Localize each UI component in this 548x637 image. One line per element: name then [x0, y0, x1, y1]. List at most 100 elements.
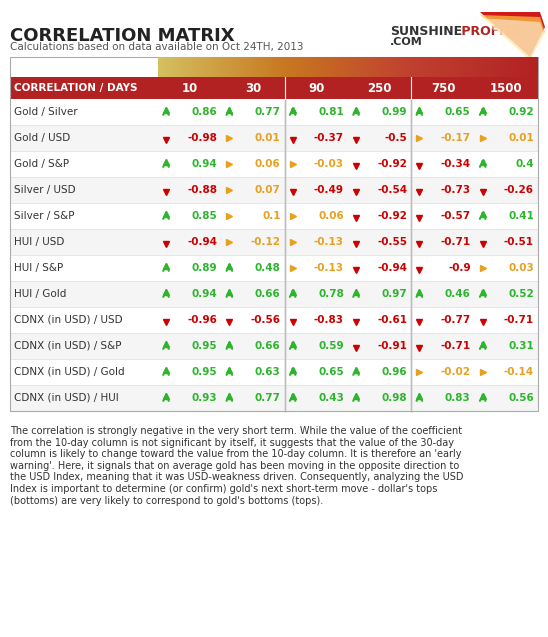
Polygon shape	[480, 15, 545, 60]
Text: Long-term: Long-term	[444, 61, 505, 73]
Text: 10: 10	[181, 82, 198, 94]
Text: -0.98: -0.98	[187, 133, 218, 143]
Text: 0.06: 0.06	[318, 211, 344, 221]
Text: -0.88: -0.88	[187, 185, 218, 195]
Text: HUI / S&P: HUI / S&P	[14, 263, 63, 273]
Text: -0.13: -0.13	[314, 263, 344, 273]
FancyBboxPatch shape	[284, 57, 412, 77]
Polygon shape	[480, 12, 545, 57]
Text: CORRELATION MATRIX: CORRELATION MATRIX	[10, 27, 235, 45]
Text: 0.95: 0.95	[192, 367, 218, 377]
Text: -0.12: -0.12	[250, 237, 281, 247]
FancyBboxPatch shape	[10, 385, 538, 411]
Text: 0.93: 0.93	[192, 393, 218, 403]
Text: -0.57: -0.57	[441, 211, 471, 221]
Text: 0.65: 0.65	[445, 107, 471, 117]
Text: 0.66: 0.66	[255, 289, 281, 299]
Text: Calculations based on data available on Oct 24TH, 2013: Calculations based on data available on …	[10, 42, 304, 52]
Text: CORRELATION / DAYS: CORRELATION / DAYS	[14, 83, 138, 93]
Text: 0.41: 0.41	[508, 211, 534, 221]
Text: Short-term: Short-term	[189, 61, 254, 73]
FancyBboxPatch shape	[10, 333, 538, 359]
Text: 0.77: 0.77	[255, 393, 281, 403]
Text: 0.99: 0.99	[382, 107, 407, 117]
Polygon shape	[480, 18, 545, 63]
Text: -0.54: -0.54	[377, 185, 407, 195]
Text: Silver / USD: Silver / USD	[14, 185, 76, 195]
Text: -0.92: -0.92	[378, 159, 407, 169]
Text: CDNX (in USD) / HUI: CDNX (in USD) / HUI	[14, 393, 119, 403]
Text: 0.31: 0.31	[508, 341, 534, 351]
Text: 0.85: 0.85	[192, 211, 218, 221]
Text: -0.17: -0.17	[441, 133, 471, 143]
FancyBboxPatch shape	[10, 281, 538, 307]
Text: 0.52: 0.52	[508, 289, 534, 299]
Text: 0.07: 0.07	[255, 185, 281, 195]
FancyBboxPatch shape	[412, 57, 538, 77]
Text: 0.43: 0.43	[318, 393, 344, 403]
Text: 0.56: 0.56	[508, 393, 534, 403]
Text: 750: 750	[431, 82, 455, 94]
Text: -0.92: -0.92	[378, 211, 407, 221]
Text: 0.03: 0.03	[508, 263, 534, 273]
Text: -0.94: -0.94	[378, 263, 407, 273]
Text: 250: 250	[367, 82, 392, 94]
Text: -0.13: -0.13	[314, 237, 344, 247]
Text: 0.78: 0.78	[318, 289, 344, 299]
Text: -0.02: -0.02	[441, 367, 471, 377]
Text: 0.97: 0.97	[381, 289, 407, 299]
FancyBboxPatch shape	[10, 125, 538, 151]
Text: 30: 30	[245, 82, 261, 94]
Text: SUNSHINE: SUNSHINE	[390, 25, 462, 38]
Text: Long-term: Long-term	[444, 61, 505, 73]
Text: -0.51: -0.51	[504, 237, 534, 247]
Text: Short-term: Short-term	[189, 61, 254, 73]
Text: -0.96: -0.96	[187, 315, 218, 325]
Text: PROFITS: PROFITS	[457, 25, 521, 38]
FancyBboxPatch shape	[10, 203, 538, 229]
Text: -0.26: -0.26	[504, 185, 534, 195]
FancyBboxPatch shape	[10, 229, 538, 255]
Text: .COM: .COM	[390, 37, 423, 47]
Text: Silver / S&P: Silver / S&P	[14, 211, 75, 221]
Text: -0.5: -0.5	[385, 133, 407, 143]
Text: -0.56: -0.56	[250, 315, 281, 325]
Text: 0.77: 0.77	[255, 107, 281, 117]
Text: 0.01: 0.01	[255, 133, 281, 143]
Text: -0.55: -0.55	[378, 237, 407, 247]
Text: 0.06: 0.06	[255, 159, 281, 169]
Text: Gold / Silver: Gold / Silver	[14, 107, 78, 117]
Text: -0.03: -0.03	[314, 159, 344, 169]
Text: CDNX (in USD) / Gold: CDNX (in USD) / Gold	[14, 367, 124, 377]
Text: 0.86: 0.86	[192, 107, 218, 117]
Text: 0.94: 0.94	[192, 159, 218, 169]
FancyBboxPatch shape	[10, 99, 538, 125]
Text: -0.83: -0.83	[314, 315, 344, 325]
Text: 0.66: 0.66	[255, 341, 281, 351]
Text: 0.63: 0.63	[255, 367, 281, 377]
FancyBboxPatch shape	[10, 307, 538, 333]
FancyBboxPatch shape	[10, 359, 538, 385]
Text: -0.91: -0.91	[378, 341, 407, 351]
Text: 0.94: 0.94	[192, 289, 218, 299]
Text: 0.48: 0.48	[255, 263, 281, 273]
Text: -0.9: -0.9	[448, 263, 471, 273]
Text: 90: 90	[308, 82, 324, 94]
Text: 0.96: 0.96	[382, 367, 407, 377]
FancyBboxPatch shape	[158, 57, 284, 77]
Text: -0.71: -0.71	[441, 237, 471, 247]
Text: Medium-term: Medium-term	[308, 61, 388, 73]
Text: 1500: 1500	[490, 82, 523, 94]
Text: 0.98: 0.98	[382, 393, 407, 403]
Text: 0.95: 0.95	[192, 341, 218, 351]
FancyBboxPatch shape	[10, 151, 538, 177]
Text: 0.1: 0.1	[262, 211, 281, 221]
FancyBboxPatch shape	[10, 255, 538, 281]
Text: -0.94: -0.94	[187, 237, 218, 247]
Text: CDNX (in USD) / S&P: CDNX (in USD) / S&P	[14, 341, 122, 351]
Text: 0.59: 0.59	[318, 341, 344, 351]
Text: -0.61: -0.61	[378, 315, 407, 325]
FancyBboxPatch shape	[10, 177, 538, 203]
Text: -0.71: -0.71	[504, 315, 534, 325]
Text: 0.89: 0.89	[192, 263, 218, 273]
